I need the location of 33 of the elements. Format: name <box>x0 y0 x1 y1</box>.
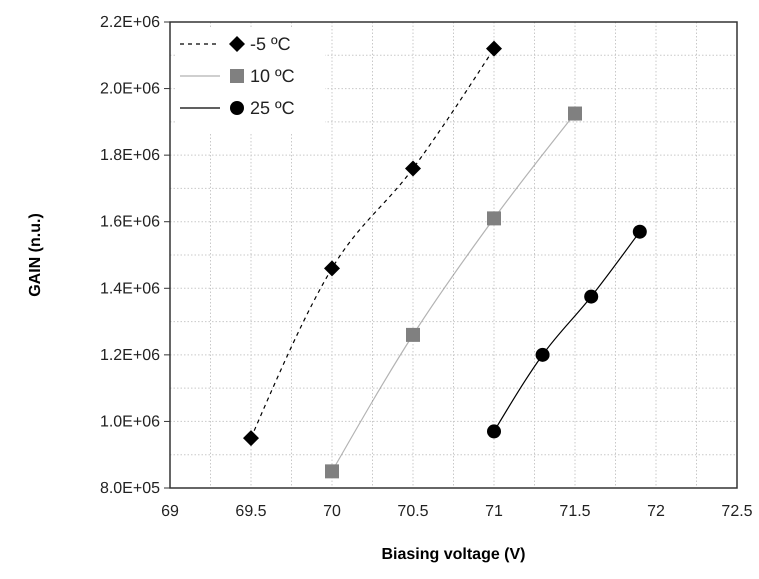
y-tick-label: 1.4E+06 <box>100 280 160 298</box>
y-tick-label: 1.8E+06 <box>100 147 160 164</box>
x-tick-label: 70 <box>323 503 341 520</box>
x-tick-label: 71.5 <box>559 503 591 520</box>
point <box>406 328 420 342</box>
x-axis-title: Biasing voltage (V) <box>381 546 526 563</box>
point <box>243 430 259 446</box>
legend-label: 25 ºC <box>250 98 295 118</box>
legend-label: 10 ºC <box>250 66 295 86</box>
x-tick-label: 72 <box>647 503 665 520</box>
legend-label: -5 ºC <box>250 34 291 54</box>
point <box>632 224 647 239</box>
point <box>536 348 550 362</box>
point <box>568 106 582 121</box>
x-tick-label: 70.5 <box>397 503 429 520</box>
y-tick-label: 8.0E+05 <box>100 480 160 497</box>
point <box>405 160 421 176</box>
x-tick-label: 69 <box>161 503 179 520</box>
x-tick-label: 72.5 <box>721 503 753 520</box>
point <box>324 260 340 276</box>
point <box>486 40 502 57</box>
x-tick-label: 71 <box>485 503 503 520</box>
y-tick-label: 2.2E+06 <box>100 14 160 31</box>
point <box>487 424 501 438</box>
point <box>487 211 501 226</box>
point <box>584 290 598 304</box>
y-tick-label: 2.0E+06 <box>100 80 160 98</box>
y-tick-label: 1.2E+06 <box>100 346 160 364</box>
point <box>325 464 339 478</box>
y-tick-label: 1.6E+06 <box>100 214 160 231</box>
y-tick-label: 1.0E+06 <box>100 413 160 430</box>
x-tick-label: 69.5 <box>235 503 267 520</box>
y-axis-title: GAIN (n.u.) <box>27 213 44 297</box>
